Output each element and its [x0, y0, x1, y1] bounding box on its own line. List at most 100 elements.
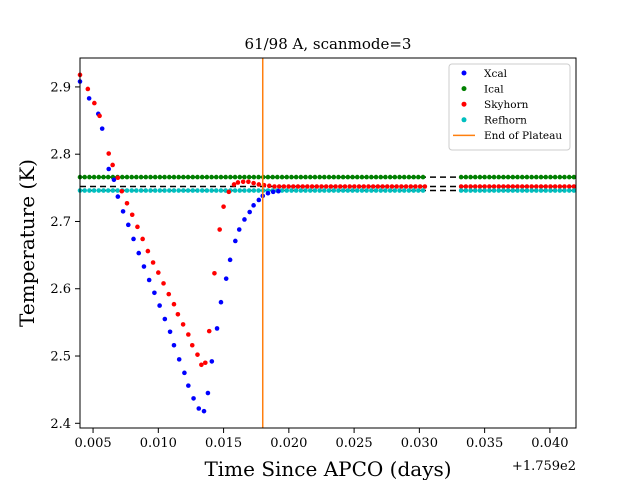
point-refhorn: [411, 188, 416, 193]
point-refhorn: [383, 188, 388, 193]
point-ical: [157, 174, 163, 180]
x-tick-label: 0.025: [335, 436, 372, 451]
point-ical: [416, 174, 421, 180]
point-ical: [190, 174, 196, 180]
point-ical: [312, 174, 318, 180]
point-refhorn: [364, 188, 369, 193]
point-ical: [87, 174, 92, 180]
point-skyhorn: [487, 184, 492, 189]
point-skyhorn: [356, 184, 362, 189]
x-tick-label: 0.030: [401, 436, 438, 451]
point-refhorn: [91, 188, 97, 193]
point-refhorn: [387, 188, 393, 193]
point-ical: [496, 174, 502, 180]
point-ical: [105, 174, 111, 180]
point-ical: [401, 174, 407, 180]
point-refhorn: [312, 188, 318, 193]
point-skyhorn: [403, 184, 409, 189]
point-ical: [275, 174, 280, 180]
point-skyhorn: [286, 184, 291, 189]
point-ical: [195, 174, 200, 180]
point-skyhorn: [85, 86, 91, 92]
point-refhorn: [463, 188, 469, 193]
point-ical: [378, 174, 384, 180]
point-ical: [383, 174, 388, 180]
point-skyhorn: [319, 184, 324, 189]
point-ical: [213, 174, 219, 180]
point-skyhorn: [366, 184, 371, 189]
x-axis: 0.005 0.010 0.015 0.020 0.025 0.030 0.035 0.040: [74, 428, 569, 451]
point-skyhorn: [408, 184, 414, 189]
point-skyhorn: [295, 184, 301, 189]
plot-area: [77, 58, 577, 428]
point-ical: [199, 174, 205, 180]
y-axis: 2.4 2.5 2.6 2.7 2.8 2.9: [50, 80, 80, 432]
point-skyhorn: [380, 184, 385, 189]
point-refhorn: [209, 188, 214, 193]
point-ical: [397, 174, 402, 180]
point-ical: [387, 174, 393, 180]
x-axis-label: Time Since APCO (days): [204, 457, 451, 480]
point-xcal: [141, 264, 147, 269]
point-xcal: [276, 188, 281, 194]
point-refhorn: [242, 188, 247, 193]
point-refhorn: [534, 188, 539, 193]
point-skyhorn: [199, 362, 204, 368]
point-refhorn: [468, 188, 473, 193]
point-skyhorn: [212, 270, 217, 276]
point-ical: [331, 174, 337, 180]
point-refhorn: [557, 188, 563, 193]
point-refhorn: [331, 188, 337, 193]
point-ical: [566, 174, 572, 180]
point-skyhorn: [337, 184, 343, 189]
point-refhorn: [190, 188, 196, 193]
point-refhorn: [406, 188, 412, 193]
point-ical: [510, 174, 516, 180]
point-refhorn: [472, 188, 478, 193]
point-ical: [218, 174, 224, 180]
point-xcal: [247, 209, 252, 215]
point-skyhorn: [189, 342, 195, 348]
point-refhorn: [195, 188, 200, 193]
point-refhorn: [336, 188, 341, 193]
point-xcal: [233, 238, 238, 244]
point-ical: [228, 174, 233, 180]
legend-swatch-xcal: [461, 70, 467, 76]
y-tick-label: 2.6: [50, 282, 71, 297]
point-ical: [369, 174, 374, 180]
point-xcal: [171, 342, 177, 348]
point-ical: [472, 174, 478, 180]
point-xcal: [146, 277, 152, 283]
point-ical: [364, 174, 369, 180]
point-skyhorn: [175, 312, 181, 317]
point-ical: [298, 174, 304, 180]
x-axis-offset-label: +1.759e2: [512, 459, 576, 474]
point-refhorn: [350, 188, 355, 193]
point-refhorn: [162, 188, 167, 193]
point-refhorn: [105, 188, 111, 193]
legend-label-skyhorn: Skyhorn: [484, 99, 529, 111]
point-refhorn: [566, 188, 572, 193]
point-refhorn: [354, 188, 360, 193]
point-xcal: [256, 197, 262, 203]
point-skyhorn: [119, 188, 125, 194]
point-ical: [96, 174, 102, 180]
point-refhorn: [237, 188, 243, 193]
point-refhorn: [143, 188, 149, 193]
point-skyhorn: [557, 184, 563, 189]
point-ical: [246, 174, 252, 180]
point-skyhorn: [135, 224, 140, 230]
point-ical: [129, 174, 134, 180]
y-tick-label: 2.8: [50, 148, 71, 163]
point-skyhorn: [140, 236, 145, 242]
y-tick-label: 2.4: [50, 417, 71, 432]
legend-label-ical: Ical: [484, 83, 504, 95]
point-ical: [373, 174, 379, 180]
point-skyhorn: [314, 184, 320, 189]
point-refhorn: [519, 188, 525, 193]
point-ical: [143, 174, 149, 180]
chart-title: 61/98 A, scanmode=3: [245, 35, 412, 53]
point-refhorn: [284, 188, 290, 193]
point-refhorn: [562, 188, 567, 193]
point-skyhorn: [206, 328, 212, 334]
